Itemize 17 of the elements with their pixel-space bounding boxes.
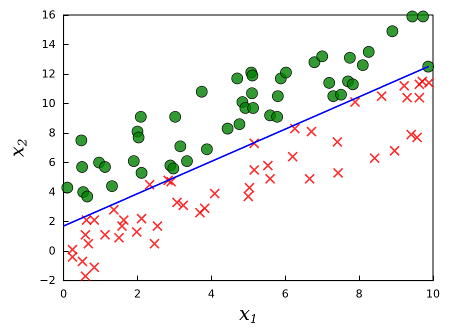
y-tick-label: 16 xyxy=(42,8,56,22)
y-axis-title: x2 xyxy=(6,138,30,157)
y-tick-label: −2 xyxy=(39,274,56,288)
x-tick-label: 0 xyxy=(60,288,68,301)
y-tick-label: 2 xyxy=(48,215,56,228)
y-tick-label: 4 xyxy=(48,186,56,199)
y-tick-label: 12 xyxy=(42,68,56,81)
x-tick-label: 6 xyxy=(282,288,289,301)
y-tick-label: 6 xyxy=(48,156,56,170)
y-tick-label: 0 xyxy=(48,244,56,258)
x-tick-label: 10 xyxy=(426,288,440,301)
y-tick-label: 14 xyxy=(42,38,56,52)
x-tick-label: 4 xyxy=(208,288,215,301)
y-tick-label: 8 xyxy=(48,126,56,140)
y-tick-label: 10 xyxy=(42,97,56,110)
x-tick-label: 8 xyxy=(356,288,363,301)
x-tick-label: 2 xyxy=(134,288,141,301)
